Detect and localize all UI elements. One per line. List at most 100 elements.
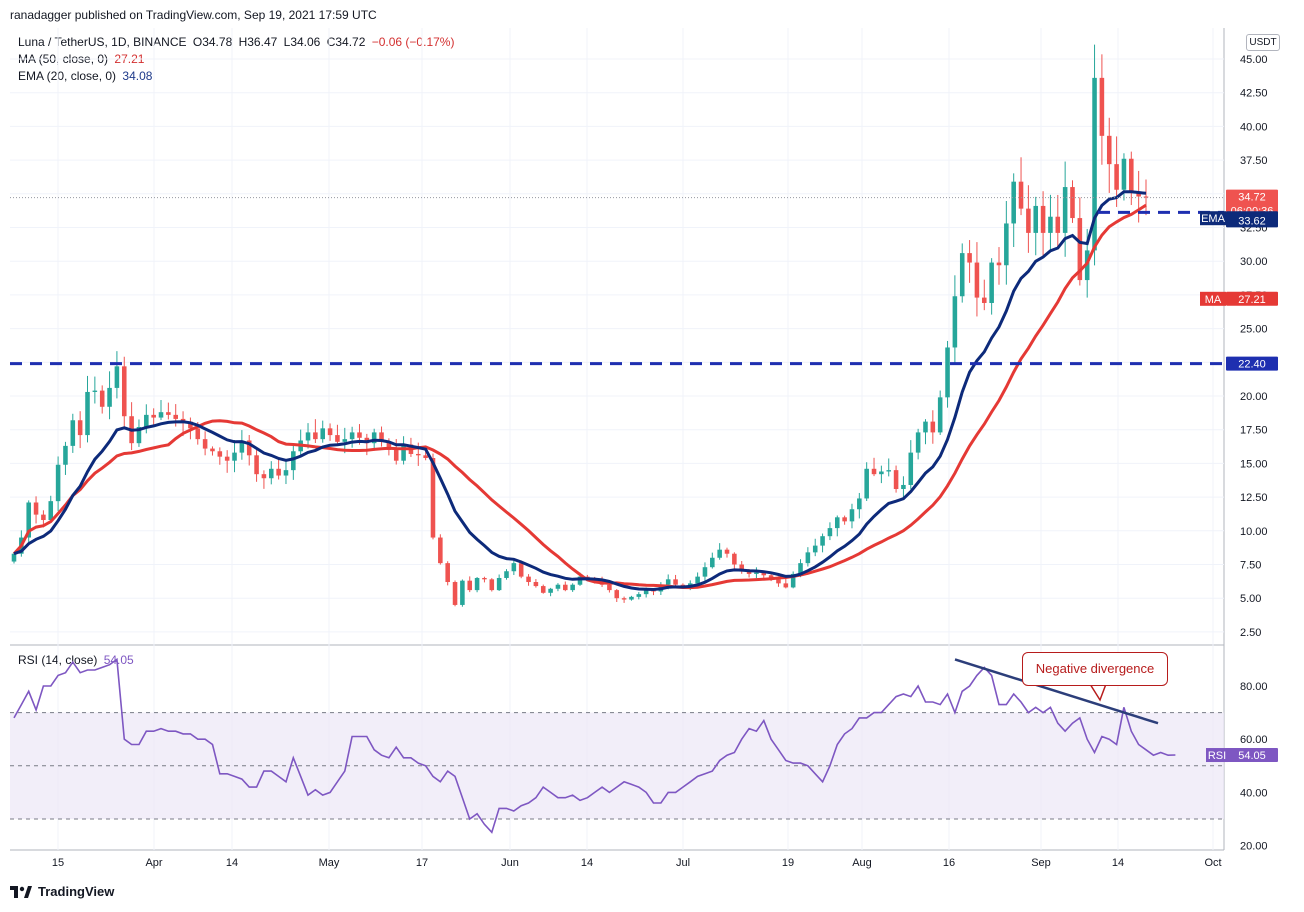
candle-body [1055, 216, 1061, 233]
candle-body [144, 414, 149, 428]
candle-body [114, 366, 120, 388]
rsi-band [10, 712, 1224, 819]
support-level-tag-bg [1226, 356, 1278, 371]
time-tick-label: Jul [676, 857, 690, 869]
candle-body [621, 598, 627, 600]
candle-body [1077, 218, 1083, 281]
candle-body [202, 439, 208, 449]
candle-body [665, 579, 671, 585]
candle-body [923, 421, 928, 433]
candle-body [930, 421, 936, 433]
candle-body [63, 445, 68, 465]
price-tick-label: 7.50 [1240, 560, 1261, 572]
candle-body [1070, 187, 1075, 219]
price-tick-label: 37.50 [1240, 155, 1268, 167]
candle-body [85, 391, 90, 436]
rsi-tick-label: 60.00 [1240, 734, 1268, 746]
candle-body [1143, 196, 1149, 198]
rsi-tick-label: 40.00 [1240, 787, 1268, 799]
candle-body [276, 468, 281, 476]
tradingview-logo[interactable]: TradingView [10, 884, 114, 899]
candle-body [812, 545, 818, 553]
candle-body [158, 412, 164, 418]
candle-body [636, 594, 642, 597]
candle-body [99, 390, 105, 407]
candle-body [857, 498, 862, 510]
candle-body [504, 571, 509, 578]
candle-body [563, 584, 568, 591]
candle-body [989, 262, 994, 303]
candle-body [982, 297, 987, 303]
candle-body [327, 428, 333, 436]
price-tick-label: 5.00 [1240, 593, 1261, 605]
candle-body [1121, 158, 1127, 190]
candle-body [489, 579, 495, 591]
candle-body [710, 557, 715, 568]
candle-body [254, 455, 259, 475]
candle-body [1136, 192, 1141, 197]
candle-body [1018, 181, 1024, 209]
candle-body [401, 444, 406, 461]
candle-body [416, 453, 421, 456]
price-tick-label: 20.00 [1240, 391, 1268, 403]
price-tick-label: 2.50 [1240, 627, 1261, 639]
candle-body [724, 549, 730, 554]
candle-body [232, 452, 237, 461]
candle-body [41, 514, 46, 521]
candle-body [305, 432, 311, 441]
last-price-tag-bg [1226, 189, 1278, 218]
candle-body [798, 563, 803, 574]
candle-body [790, 573, 796, 588]
candle-body [195, 428, 201, 440]
candle-body [864, 468, 869, 499]
candle-body [467, 580, 473, 591]
rsi-name-tag: RSI [1206, 748, 1228, 763]
candle-body [702, 567, 708, 577]
candle-body [761, 572, 767, 576]
candle-body [173, 414, 178, 419]
candle-body [849, 509, 855, 522]
candle-body [313, 432, 318, 440]
candle-body [974, 262, 980, 298]
support-level-tag: 22.40 [1226, 356, 1278, 371]
candle-body [335, 435, 340, 442]
candle-body [217, 451, 223, 457]
time-tick-label: May [319, 857, 340, 869]
candle-body [474, 577, 480, 591]
legend-ema-value: 34.08 [122, 69, 153, 83]
candle-body [901, 484, 906, 490]
candle-body [732, 553, 737, 565]
callout-pointer [1089, 683, 1107, 702]
candle-body [629, 596, 634, 600]
candle-body [893, 470, 899, 490]
currency-badge[interactable]: USDT [1246, 34, 1280, 51]
candle-body [952, 296, 958, 348]
upper-level-tag: 33.62 [1226, 213, 1278, 228]
candle-body [643, 590, 649, 595]
price-tick-label: 10.00 [1240, 526, 1268, 538]
candle-body [827, 528, 833, 537]
candle-body [776, 579, 781, 584]
time-tick-label: Aug [852, 857, 872, 869]
candle-body [959, 253, 965, 297]
candle-body [754, 572, 759, 574]
negative-divergence-callout: Negative divergence [1022, 652, 1168, 686]
ma50-line [12, 203, 1147, 590]
candle-body [291, 451, 296, 471]
candle-body [739, 564, 744, 572]
legend-ema[interactable]: EMA (20, close, 0) 34.08 [18, 69, 155, 83]
last-price-tag-text: 34.72 [1238, 192, 1266, 204]
last-price-tag: 34.7206:00:36 [1226, 189, 1278, 218]
price-tick-label: 17.50 [1240, 425, 1268, 437]
candle-body [371, 432, 377, 444]
ma-name-bg [1200, 291, 1226, 306]
candle-body [915, 432, 921, 453]
candle-body [460, 580, 465, 605]
tradingview-logo-text: TradingView [38, 884, 115, 899]
candle-body [121, 366, 127, 417]
candle-body [555, 584, 561, 589]
candle-body [518, 563, 524, 577]
price-tick-label: 45.00 [1240, 54, 1268, 66]
candle-body [33, 502, 39, 515]
